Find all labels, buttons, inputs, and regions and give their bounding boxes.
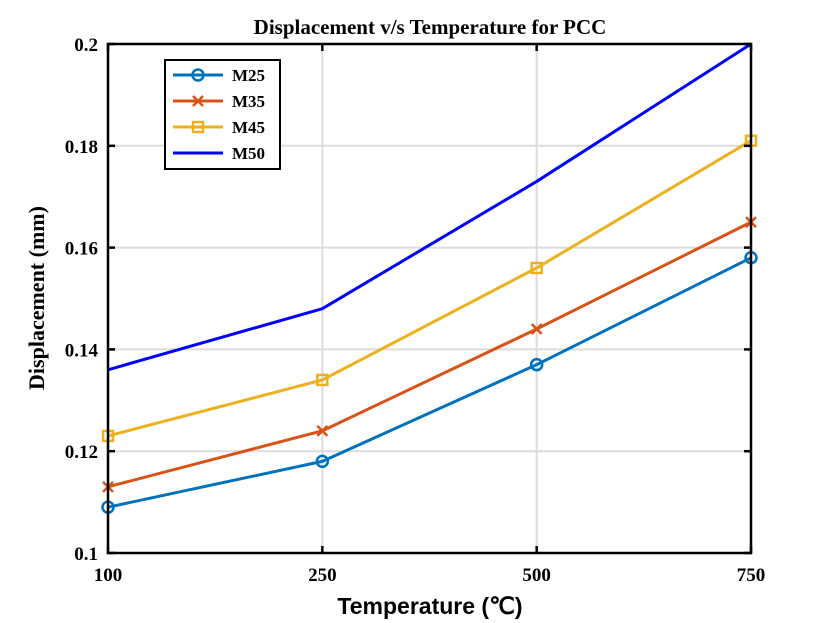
x-tick-label: 100 [94,565,123,586]
legend-marker-m45 [191,120,205,134]
data-point-m45 [530,261,543,275]
series-line-m35 [107,220,752,489]
y-tick-label: 0.1 [74,544,98,565]
data-point-m45 [316,373,329,387]
legend-item-m35: M35 [173,92,265,111]
y-tick-label: 0.16 [65,239,98,260]
x-tick-label: 500 [522,565,551,586]
plot-frame [106,42,753,555]
data-point-m35 [316,424,329,437]
x-axis-ticks: 100 250 500 750 [94,44,766,586]
y-tick-label: 0.14 [65,340,99,361]
marker-stroke [530,323,543,335]
legend-label-m25: M25 [232,66,265,85]
series-line-m50 [107,42,752,372]
legend-marker-m25 [191,68,205,82]
series-line-m25 [107,256,752,509]
y-tick-label: 0.12 [65,442,98,463]
x-tick-label: 250 [308,565,337,586]
marker-stroke [192,95,204,107]
chart-title: Displacement v/s Temperature for PCC [254,15,607,39]
series-layer [101,42,758,514]
legend: M25 M35 M45 M50 [164,59,281,170]
x-tick-label: 750 [737,565,766,586]
series-m25 [101,251,758,514]
legend-item-m45: M45 [173,118,265,137]
marker-stroke [316,424,329,437]
legend-item-m25: M25 [173,66,265,85]
legend-item-m50: M50 [173,144,265,163]
y-axis-ticks: 0.1 0.12 0.14 0.16 0.18 0.2 [65,35,751,565]
data-point-m25 [529,357,544,372]
data-point-m35 [530,323,543,335]
legend-marker-m35 [192,95,204,107]
series-m45 [101,134,758,443]
y-axis-label: Displacement (mm) [24,206,49,390]
legend-label-m50: M50 [232,144,265,163]
data-point-m25 [315,454,330,469]
legend-label-m35: M35 [232,92,265,111]
y-tick-label: 0.18 [65,137,98,158]
x-axis-label: Temperature (℃) [337,593,522,619]
legend-label-m45: M45 [232,118,265,137]
series-line-m45 [107,139,752,438]
legend-box [164,59,281,170]
series-m50 [107,42,752,372]
y-tick-label: 0.2 [74,35,98,56]
